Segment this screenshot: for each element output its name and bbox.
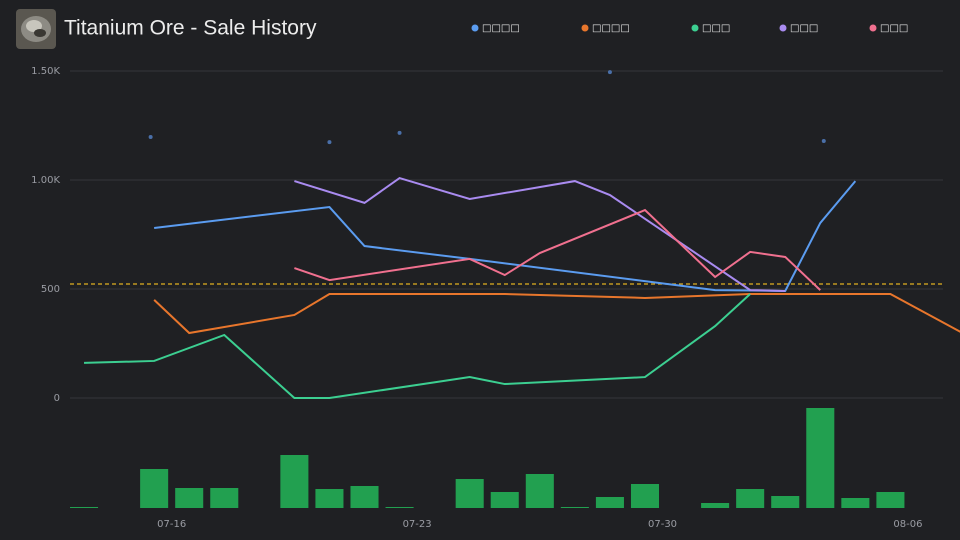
item-icon [16, 9, 56, 49]
legend-swatch [869, 24, 877, 32]
volume-bar [385, 507, 414, 508]
volume-bar [175, 488, 204, 508]
legend-label: □□□□ [592, 23, 630, 34]
sale-point [607, 70, 612, 75]
volume-bar [806, 408, 835, 508]
chart-title: Titanium Ore - Sale History [64, 17, 317, 40]
volume-bar [210, 488, 239, 508]
volume-bar [70, 507, 99, 508]
volume-bar [841, 498, 870, 508]
series-line [294, 176, 786, 292]
legend-swatch [779, 24, 787, 32]
series-line [154, 180, 857, 292]
sale-point [327, 140, 332, 145]
y-tick-label: 1.50K [31, 66, 60, 77]
y-tick-label: 500 [41, 284, 60, 295]
legend-swatch [691, 24, 699, 32]
volume-bar [140, 469, 169, 508]
volume-bar [560, 507, 589, 508]
volume-bar [595, 497, 624, 508]
sale-point [397, 130, 402, 135]
volume-bar [630, 484, 660, 508]
series-line [83, 293, 751, 399]
volume-bar [876, 492, 905, 508]
legend-swatch [471, 24, 479, 32]
x-tick-label: 07-16 [157, 519, 186, 530]
volume-bar [315, 489, 344, 508]
sale-point [148, 135, 153, 140]
volume-bar [350, 486, 379, 508]
sale-point [821, 138, 826, 143]
y-tick-label: 0 [54, 393, 60, 404]
volume-bar [525, 474, 554, 508]
volume-bar [490, 492, 519, 508]
x-tick-label: 07-23 [403, 519, 432, 530]
volume-bar [736, 489, 765, 508]
volume-bar [771, 496, 800, 508]
legend-swatch [581, 24, 589, 32]
x-tick-label: 07-30 [648, 519, 677, 530]
y-tick-label: 1.00K [31, 175, 60, 186]
legend-label: □□□ [790, 23, 818, 34]
volume-bar [455, 479, 484, 508]
volume-bar [280, 455, 309, 508]
legend-label: □□□□ [482, 23, 520, 34]
series-line [153, 293, 960, 335]
x-tick-label: 08-06 [893, 519, 922, 530]
volume-bar [701, 503, 730, 508]
legend-label: □□□ [880, 23, 908, 34]
series-line [294, 208, 821, 291]
legend-label: □□□ [702, 23, 730, 34]
